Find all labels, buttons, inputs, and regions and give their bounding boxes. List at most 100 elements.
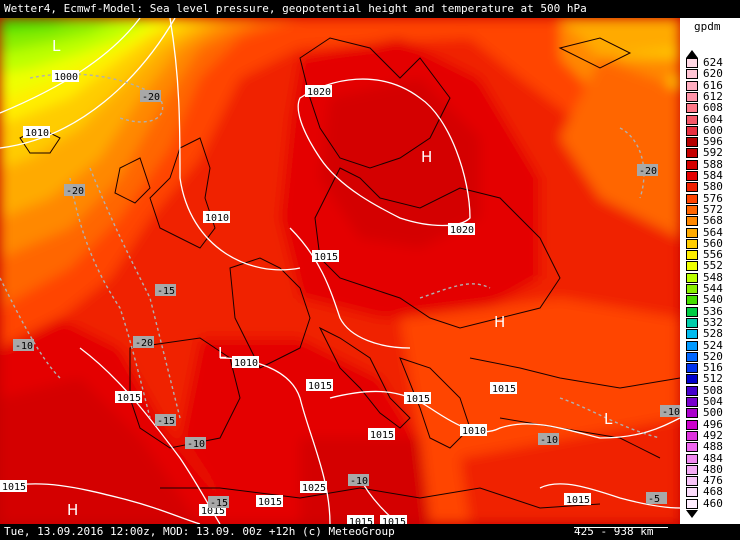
legend-swatch (686, 363, 698, 374)
legend-level: 564 (686, 225, 740, 239)
legend-level: 588 (686, 158, 740, 171)
isotherm-label: -10 (13, 339, 34, 352)
svg-text:-15: -15 (157, 416, 175, 427)
isotherm-label: -10 (185, 437, 206, 450)
svg-text:1020: 1020 (450, 225, 474, 236)
legend-level: 568 (686, 214, 740, 228)
legend-swatch (686, 374, 698, 385)
legend-swatch (686, 476, 698, 487)
legend-value: 604 (703, 112, 723, 126)
legend-swatch (686, 114, 698, 125)
svg-text:1015: 1015 (370, 430, 394, 441)
legend-value: 572 (703, 202, 723, 216)
legend-swatch (686, 306, 698, 317)
isotherm-label: -5 (646, 492, 667, 505)
legend-swatch (686, 329, 698, 340)
svg-text:-10: -10 (350, 476, 368, 487)
low-pressure-center: L (52, 37, 61, 55)
legend-level: 584 (686, 170, 740, 182)
legend-level: 604 (686, 112, 740, 126)
isotherm-label: -20 (140, 90, 161, 103)
legend-level: 580 (686, 181, 740, 193)
svg-text:-15: -15 (157, 286, 175, 297)
legend-value: 480 (703, 462, 723, 476)
legend-level: 620 (686, 68, 740, 80)
svg-text:1015: 1015 (566, 495, 590, 506)
legend-level: 556 (686, 248, 740, 262)
legend-level: 552 (686, 260, 740, 272)
legend-level: 528 (686, 327, 740, 341)
legend-swatch (686, 58, 698, 68)
legend-value: 564 (703, 225, 723, 239)
legend-value: 544 (703, 282, 723, 295)
legend-level: 540 (686, 293, 740, 307)
legend-level: 460 (686, 496, 740, 510)
svg-text:1015: 1015 (117, 393, 141, 404)
legend-swatch (686, 250, 698, 261)
high-pressure-center: H (421, 148, 432, 166)
isobar-label: 1015 (256, 495, 283, 508)
legend-value: 484 (703, 451, 723, 465)
legend-value: 608 (703, 101, 723, 115)
legend-level: 536 (686, 305, 740, 318)
svg-text:-5: -5 (648, 494, 660, 505)
svg-text:-20: -20 (135, 338, 153, 349)
legend-value: 460 (703, 496, 723, 510)
legend-arrow-up-icon (686, 50, 698, 58)
svg-text:-10: -10 (15, 341, 33, 352)
isotherm-label: -10 (660, 405, 680, 418)
isobar-label: 1015 (404, 392, 431, 405)
isobar-labels: 1000 1010 1010 1020 1020 1015 1010 1015 1015 1015… (0, 70, 591, 524)
isobar-label: 1010 (203, 211, 230, 224)
legend-value: 520 (703, 349, 723, 363)
svg-text:1015: 1015 (406, 394, 430, 405)
svg-text:1015: 1015 (492, 384, 516, 395)
high-pressure-center: H (494, 313, 505, 331)
isobar-label: 1015 (368, 428, 395, 441)
legend-swatch (686, 498, 698, 509)
isotherm-label: -20 (133, 336, 154, 349)
map-area: 1000 1010 1010 1020 1020 1015 1010 1015 1015 1015… (0, 18, 680, 524)
legend-value: 560 (703, 236, 723, 250)
legend-swatch (686, 408, 698, 419)
legend-level: 524 (686, 339, 740, 352)
map-title: Wetter4, Ecmwf-Model: Sea level pressure… (0, 0, 740, 18)
legend-swatch (686, 261, 698, 272)
legend-swatch (686, 125, 698, 136)
svg-text:1010: 1010 (234, 358, 258, 369)
legend-swatch (686, 204, 698, 215)
legend-value: 616 (703, 78, 723, 92)
run-info: Tue, 13.09.2016 12:00z, MOD: 13.09. 00z … (4, 525, 395, 538)
legend-level: 500 (686, 406, 740, 420)
legend-level: 600 (686, 124, 740, 137)
svg-text:-10: -10 (662, 407, 680, 418)
legend-value: 576 (703, 191, 723, 205)
legend-level: 624 (686, 57, 740, 69)
legend-value: 540 (703, 293, 723, 307)
legend-level: 572 (686, 202, 740, 216)
svg-text:1015: 1015 (258, 497, 282, 508)
legend-swatch (686, 148, 698, 159)
legend-swatch (686, 182, 698, 193)
legend-value: 596 (703, 135, 723, 149)
legend-level: 596 (686, 135, 740, 149)
legend-value: 612 (703, 89, 723, 103)
legend-swatch (686, 227, 698, 238)
isobar-label: 1015 (347, 515, 374, 524)
legend-swatch (686, 272, 698, 283)
isobar-label: 1015 (115, 391, 142, 404)
isobar-label: 1015 (306, 379, 333, 392)
svg-text:1010: 1010 (462, 426, 486, 437)
legend-level: 492 (686, 429, 740, 442)
legend-value: 528 (703, 327, 723, 341)
isobar-label: 1000 (52, 70, 79, 83)
svg-text:1015: 1015 (382, 517, 406, 524)
isotherm-label: -10 (538, 433, 559, 446)
legend-value: 556 (703, 248, 723, 262)
legend-value: 568 (703, 214, 723, 228)
svg-text:-15: -15 (210, 498, 228, 509)
legend-value: 532 (703, 315, 723, 329)
svg-text:-20: -20 (639, 166, 657, 177)
legend-value: 500 (703, 406, 723, 420)
